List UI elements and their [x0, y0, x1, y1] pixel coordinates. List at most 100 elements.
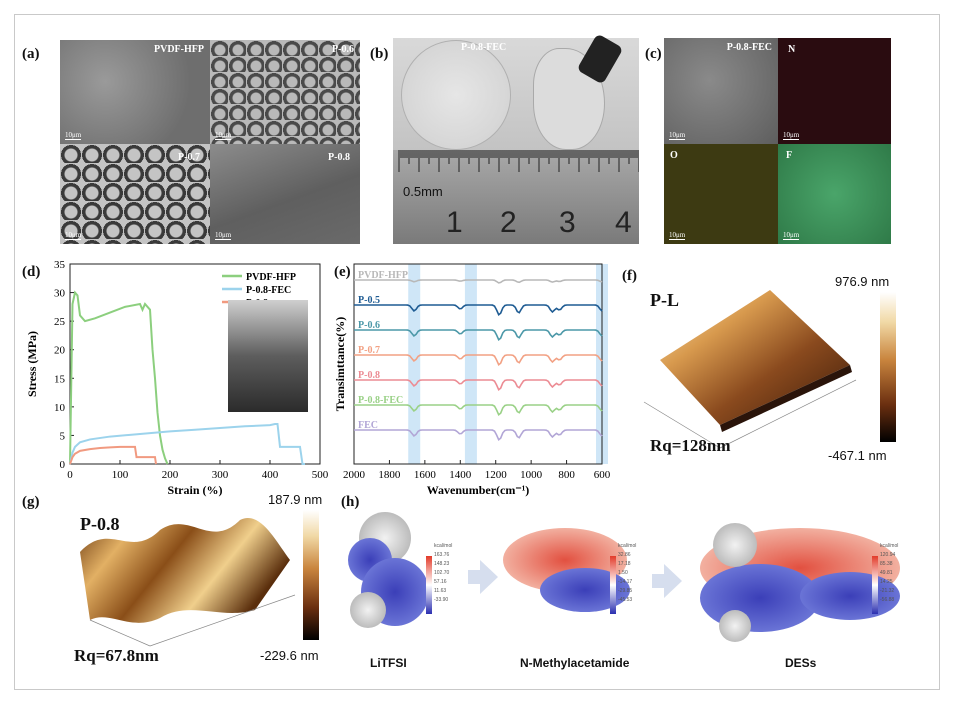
- eds-tile-sem: P-0.8-FEC 10μm: [664, 38, 778, 144]
- esp-tick: 102.70: [434, 570, 450, 576]
- spectrum-label: P-0.6: [358, 320, 380, 331]
- roughness-rq: Rq=128nm: [650, 436, 731, 455]
- y-tick-label: 10: [54, 402, 66, 414]
- afm-sample-label: P-0.8: [80, 514, 120, 534]
- eds-tile-label: N: [788, 44, 796, 55]
- esp-tick: -29.85: [618, 588, 633, 594]
- eds-tile-o: O 10μm: [664, 144, 778, 244]
- colorbar-g: [303, 510, 319, 640]
- esp-tick: -45.53: [618, 597, 633, 603]
- spectrum-line-fec: [354, 429, 603, 441]
- esp-tick: 17.18: [618, 561, 631, 567]
- molecule-name: LiTFSI: [370, 656, 407, 670]
- membrane-disc: [401, 40, 511, 150]
- spectrum-line-p-0.5: [354, 304, 603, 316]
- spectrum-label: FEC: [358, 420, 378, 431]
- molecule-name: N-Methylacetamide: [520, 656, 630, 670]
- highlight-band: [408, 264, 421, 464]
- x-tick-label: 1400: [449, 469, 472, 481]
- x-tick-label: 100: [112, 469, 129, 481]
- series-line-p-0.8-fec: [69, 423, 305, 465]
- esp-tick: -21.32: [880, 588, 895, 594]
- esp-unit: kcal/mol: [880, 543, 899, 549]
- ruler-ticks: [398, 150, 640, 172]
- sem-tile-label: P-0.6: [332, 44, 354, 55]
- ruler-unit: 0.5mm: [403, 184, 443, 199]
- plot-frame: [69, 263, 321, 465]
- eds-tile-n: N 10μm: [778, 38, 891, 144]
- scale-bar: 10μm: [783, 231, 800, 240]
- y-tick-label: 0: [60, 459, 66, 471]
- afm-surface-f: [643, 290, 857, 449]
- spectrum-line-p-0.7: [354, 354, 603, 366]
- spectrum-label: PVDF-HFP: [358, 270, 408, 281]
- esp-tick: 148.23: [434, 561, 450, 567]
- afm-surface-g: [80, 518, 296, 647]
- ftir-chart: 2000 1800 1600 1400 1200 1000 800 600 Wavenumber…: [333, 263, 610, 497]
- x-tick-label: 1000: [520, 469, 543, 481]
- sem-tile-p-0-7: P-0.7 10μm: [60, 144, 210, 244]
- esp-ticks-nma: kcal/mol 32.86 17.18 1.50 -14.17 -29.85 …: [618, 542, 636, 605]
- x-axis-label: Wavenumber(cm⁻¹): [427, 483, 530, 497]
- esp-colorbar-litfsi: [426, 556, 432, 614]
- y-tick-label: 20: [54, 345, 66, 357]
- esp-tick: 49.81: [880, 570, 893, 576]
- figure-frame: [14, 14, 940, 690]
- panel-a-label: (a): [22, 46, 40, 62]
- plot-frame: [353, 263, 603, 465]
- sem-tile-p-0-6: P-0.6 10μm: [210, 40, 360, 144]
- panel-d-label: (d): [22, 264, 41, 280]
- spectrum-label: P-0.8: [358, 370, 380, 381]
- esp-tick: -56.88: [880, 597, 895, 603]
- legend-label: PVDF-HFP: [246, 272, 296, 283]
- esp-tick: -33.90: [434, 597, 449, 603]
- esp-unit: kcal/mol: [618, 543, 637, 549]
- x-tick-label: 1600: [414, 469, 437, 481]
- ruler: 0.5mm 1 2 3 4: [393, 150, 640, 244]
- colorbar-min: -229.6 nm: [260, 648, 319, 663]
- esp-tick: 85.38: [880, 561, 893, 567]
- x-tick-label: 2000: [343, 469, 366, 481]
- sem-tile-pvdf-hfp: PVDF-HFP 10μm: [60, 40, 210, 144]
- scale-bar: 10μm: [215, 231, 232, 240]
- highlight-band: [464, 264, 477, 464]
- esp-unit: kcal/mol: [434, 543, 453, 549]
- molecule-name: DESs: [785, 656, 817, 670]
- esp-tick: 14.25: [880, 579, 893, 585]
- esp-ticks-des: kcal/mol 120.94 85.38 49.81 14.25 -21.32…: [880, 542, 898, 605]
- sample-label: P-0.8-FEC: [461, 42, 507, 53]
- spectrum-label: P-0.7: [358, 345, 380, 356]
- ruler-number: 2: [500, 206, 517, 239]
- ruler-number: 4: [615, 206, 632, 239]
- y-tick-label: 35: [54, 259, 66, 271]
- x-tick-label: 600: [594, 469, 610, 481]
- y-axis-label: Transimttance(%): [333, 317, 347, 411]
- y-tick-label: 15: [54, 373, 66, 385]
- panel-g-label: (g): [22, 494, 40, 510]
- scale-bar: 10μm: [783, 131, 800, 140]
- scale-bar: 10μm: [215, 131, 232, 140]
- panel-b-label: (b): [370, 46, 389, 62]
- x-tick-label: 500: [312, 469, 329, 481]
- esp-tick: 57.16: [434, 579, 447, 585]
- sem-tile-p-0-8: P-0.8 10μm: [210, 144, 360, 244]
- spectrum-line-p-0.8: [354, 379, 603, 391]
- y-axis-label: Stress (MPa): [25, 331, 39, 397]
- legend-label: P-0.8-FEC: [246, 285, 291, 296]
- scale-bar: 10μm: [65, 131, 82, 140]
- panel-e-label: (e): [334, 264, 351, 280]
- x-tick-label: 200: [162, 469, 179, 481]
- eds-tile-label: P-0.8-FEC: [726, 42, 772, 53]
- esp-colorbar-des: [872, 556, 878, 614]
- scale-bar: 10μm: [669, 231, 686, 240]
- colorbar-max: 976.9 nm: [835, 274, 890, 289]
- colorbar-min: -467.1 nm: [828, 448, 887, 463]
- membrane-photo: P-0.8-FEC: [393, 33, 639, 150]
- colorbar-f: [880, 292, 896, 442]
- x-axis-label: Strain (%): [168, 483, 223, 497]
- x-tick-label: 400: [262, 469, 279, 481]
- eds-tile-label: O: [670, 150, 678, 161]
- sem-tile-label: P-0.7: [178, 152, 200, 163]
- esp-colorbar-nma: [610, 556, 616, 614]
- spectrum-label: P-0.8-FEC: [358, 395, 403, 406]
